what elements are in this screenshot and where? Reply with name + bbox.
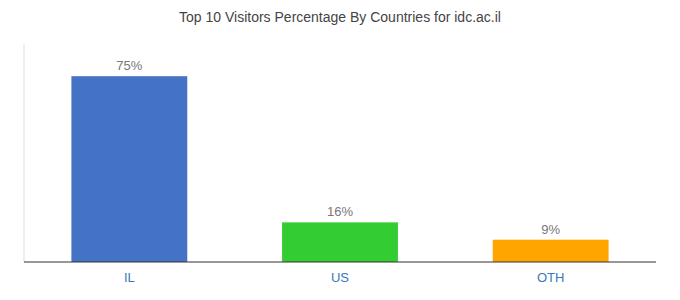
data-label: 9% <box>541 222 560 237</box>
bar <box>282 222 398 262</box>
bar <box>71 76 187 262</box>
data-label: 75% <box>116 58 142 73</box>
x-tick-label: IL <box>124 270 135 285</box>
bars <box>71 76 608 262</box>
bar <box>493 240 609 262</box>
chart: Top 10 Visitors Percentage By Countries … <box>0 0 680 300</box>
y-axis-line <box>24 44 25 262</box>
title: Top 10 Visitors Percentage By Countries … <box>179 9 501 25</box>
x-tick-label: US <box>331 270 349 285</box>
data-label: 16% <box>327 204 353 219</box>
x-axis <box>24 261 656 262</box>
x-tick-label: OTH <box>537 270 564 285</box>
